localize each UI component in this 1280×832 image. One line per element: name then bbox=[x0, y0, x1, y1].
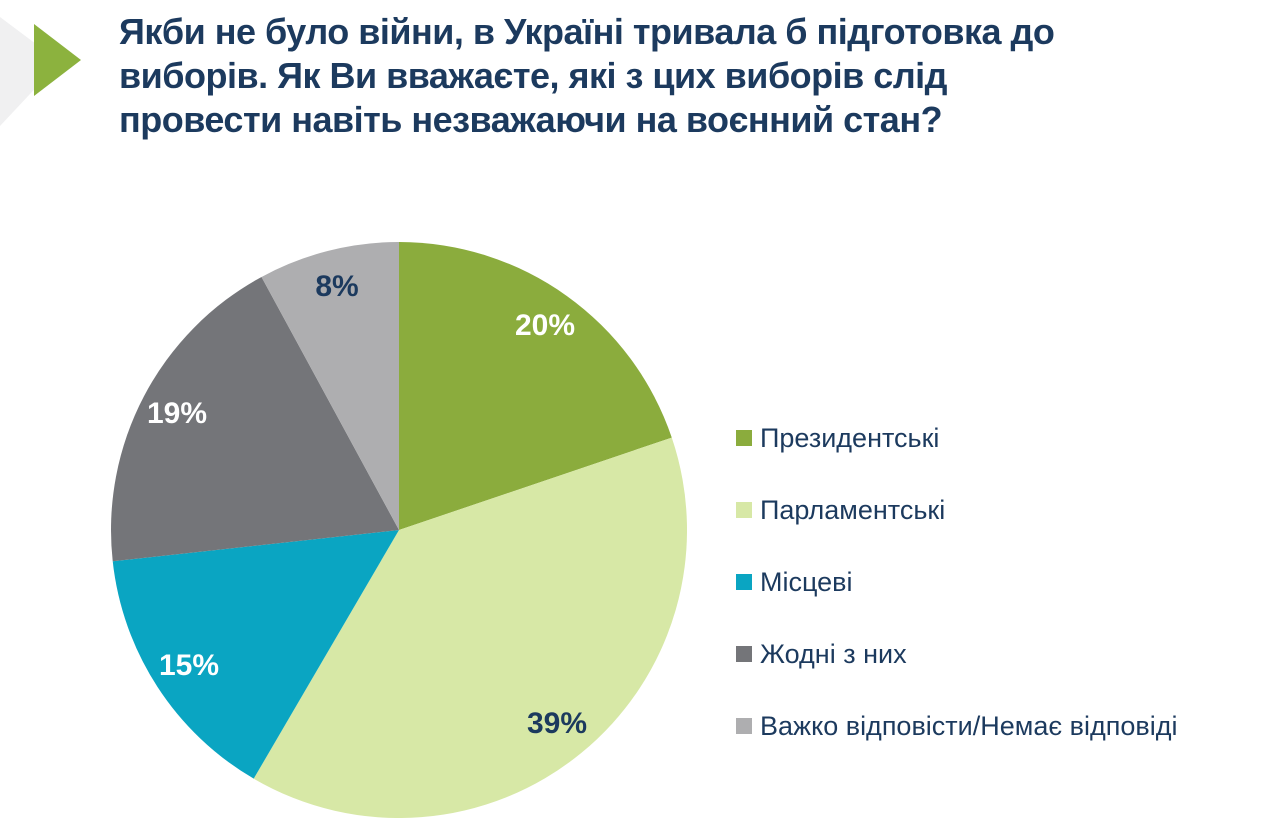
pie-chart-svg bbox=[111, 242, 687, 818]
legend-label: Місцеві bbox=[760, 567, 853, 597]
question-title-line-1: Якби не було війни, в Україні тривала б … bbox=[119, 11, 1055, 52]
legend-swatch-icon bbox=[736, 430, 752, 446]
legend-swatch-icon bbox=[736, 646, 752, 662]
question-title: Якби не було війни, в Україні тривала б … bbox=[119, 10, 1229, 142]
legend-swatch-icon bbox=[736, 718, 752, 734]
decor-green-arrow-icon bbox=[34, 24, 81, 96]
legend-item-3: Місцеві bbox=[736, 568, 1177, 596]
pie-data-label-3: 15% bbox=[158, 649, 220, 682]
legend-label: Жодні з них bbox=[760, 639, 907, 669]
legend-item-1: Президентські bbox=[736, 424, 1177, 452]
legend-item-5: Важко відповісти/Немає відповіді bbox=[736, 712, 1177, 740]
legend-label: Президентські bbox=[760, 423, 940, 453]
legend-item-2: Парламентські bbox=[736, 496, 1177, 524]
pie-data-label-1: 20% bbox=[514, 309, 576, 342]
title-decoration bbox=[0, 17, 81, 126]
pie-slice-3 bbox=[112, 530, 400, 779]
pie-chart: 20% 39% 15% 19% 8% bbox=[111, 242, 687, 818]
question-title-line-3: провести навіть незважаючи на воєнний ст… bbox=[119, 99, 943, 140]
legend-swatch-icon bbox=[736, 502, 752, 518]
chart-legend: Президентські Парламентські Місцеві Жодні з… bbox=[736, 424, 1177, 784]
pie-slice-5 bbox=[261, 242, 399, 530]
pie-data-label-5: 8% bbox=[315, 270, 359, 303]
question-title-line-2: виборів. Як Ви вважаєте, які з цих вибор… bbox=[119, 55, 948, 96]
pie-slice-1 bbox=[399, 242, 672, 530]
pie-slice-2 bbox=[253, 437, 687, 818]
decor-gray-triangle-icon bbox=[0, 17, 60, 126]
legend-swatch-icon bbox=[736, 574, 752, 590]
pie-data-label-4: 19% bbox=[146, 397, 208, 430]
legend-label: Важко відповісти/Немає відповіді bbox=[760, 711, 1178, 741]
pie-slice-4 bbox=[111, 276, 399, 562]
legend-label: Парламентські bbox=[760, 495, 946, 525]
pie-data-label-2: 39% bbox=[526, 707, 588, 740]
legend-item-4: Жодні з них bbox=[736, 640, 1177, 668]
